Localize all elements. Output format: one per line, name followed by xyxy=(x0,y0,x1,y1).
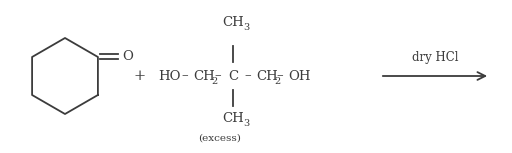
Text: O: O xyxy=(122,50,133,63)
Text: (excess): (excess) xyxy=(199,134,242,142)
Text: 2: 2 xyxy=(211,76,217,86)
Text: OH: OH xyxy=(288,69,310,82)
Text: CH: CH xyxy=(256,69,278,82)
Text: +: + xyxy=(134,69,146,83)
Text: HO: HO xyxy=(158,69,181,82)
Text: –: – xyxy=(276,69,283,82)
Text: CH: CH xyxy=(222,112,244,125)
Text: 2: 2 xyxy=(274,76,280,86)
Text: CH: CH xyxy=(222,17,244,30)
Text: –: – xyxy=(215,69,221,82)
Text: CH: CH xyxy=(193,69,215,82)
Text: 3: 3 xyxy=(243,119,249,127)
Text: 3: 3 xyxy=(243,24,249,32)
Text: –: – xyxy=(182,69,188,82)
Text: dry HCl: dry HCl xyxy=(412,52,458,65)
Text: C: C xyxy=(228,69,238,82)
Text: –: – xyxy=(245,69,251,82)
